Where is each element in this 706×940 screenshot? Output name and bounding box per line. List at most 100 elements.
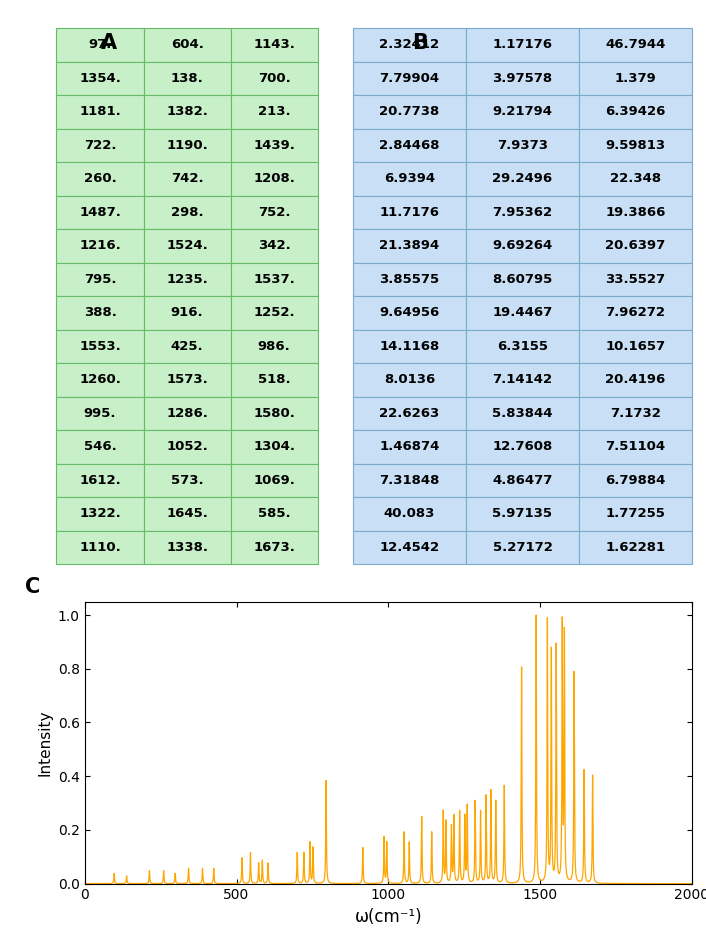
Bar [579,95,692,129]
Text: 5.83844: 5.83844 [492,407,553,420]
Bar [466,62,579,95]
Bar [353,397,466,431]
Text: 213.: 213. [258,105,290,118]
Text: 573.: 573. [171,474,203,487]
Bar [353,463,466,497]
Bar [466,530,579,564]
Bar [143,463,231,497]
Text: 6.9394: 6.9394 [384,172,435,185]
Text: 518.: 518. [258,373,290,386]
Text: 604.: 604. [171,39,203,52]
Bar [353,229,466,262]
Text: 5.27172: 5.27172 [493,540,552,554]
Text: C: C [25,577,40,597]
Text: 1645.: 1645. [166,508,208,520]
Bar [579,163,692,196]
Text: 7.14142: 7.14142 [492,373,553,386]
Text: 752.: 752. [258,206,290,219]
Bar [143,62,231,95]
Bar [143,28,231,62]
Text: 1.46874: 1.46874 [379,440,440,453]
Text: 742.: 742. [171,172,203,185]
Text: 1260.: 1260. [79,373,121,386]
Text: 1612.: 1612. [79,474,121,487]
Bar [466,463,579,497]
Bar [231,296,318,330]
Text: 22.6263: 22.6263 [379,407,440,420]
Text: 12.4542: 12.4542 [379,540,440,554]
Bar [143,397,231,431]
Bar [579,497,692,530]
Bar [56,95,143,129]
Text: 342.: 342. [258,240,291,252]
Text: 260.: 260. [83,172,116,185]
Bar [353,330,466,363]
Text: 546.: 546. [83,440,116,453]
Text: 1573.: 1573. [166,373,208,386]
Text: B: B [412,33,428,53]
Text: 20.4196: 20.4196 [605,373,666,386]
Text: 2.84468: 2.84468 [379,139,440,152]
Bar [231,330,318,363]
Bar [466,28,579,62]
Bar [56,296,143,330]
Bar [579,62,692,95]
Bar [353,530,466,564]
Bar [579,397,692,431]
Text: 1110.: 1110. [79,540,121,554]
Bar [579,431,692,463]
Text: 9.59813: 9.59813 [605,139,666,152]
Text: 6.79884: 6.79884 [605,474,666,487]
Text: 46.7944: 46.7944 [605,39,666,52]
Text: 97.: 97. [88,39,112,52]
Bar [56,196,143,229]
Bar [56,397,143,431]
Bar [466,262,579,296]
Text: 1235.: 1235. [166,273,208,286]
Text: 7.51104: 7.51104 [605,440,666,453]
Text: 986.: 986. [258,340,291,352]
Text: 8.60795: 8.60795 [492,273,553,286]
Bar [353,431,466,463]
Bar [353,163,466,196]
Text: 7.79904: 7.79904 [379,72,440,85]
Text: 1190.: 1190. [166,139,208,152]
Text: 1580.: 1580. [253,407,295,420]
Text: 1354.: 1354. [79,72,121,85]
Bar [231,262,318,296]
Text: 1052.: 1052. [166,440,208,453]
Bar [353,28,466,62]
Bar [231,229,318,262]
Bar [579,229,692,262]
Bar [56,262,143,296]
Text: A: A [102,33,117,53]
Bar [353,296,466,330]
Text: 22.348: 22.348 [610,172,661,185]
Text: 14.1168: 14.1168 [379,340,440,352]
Text: 20.6397: 20.6397 [605,240,666,252]
Text: 1216.: 1216. [79,240,121,252]
Bar [353,363,466,397]
Bar [231,431,318,463]
Bar [466,163,579,196]
Bar [353,129,466,163]
Bar [231,95,318,129]
Text: 1143.: 1143. [253,39,295,52]
Text: 33.5527: 33.5527 [605,273,666,286]
Bar [466,497,579,530]
Text: 1.17176: 1.17176 [493,39,552,52]
Text: 29.2496: 29.2496 [492,172,553,185]
Bar [231,497,318,530]
Text: 722.: 722. [84,139,116,152]
Text: 5.97135: 5.97135 [493,508,552,520]
Text: 8.0136: 8.0136 [384,373,435,386]
Text: 388.: 388. [83,306,116,320]
Bar [143,363,231,397]
Text: 7.1732: 7.1732 [610,407,661,420]
Bar [143,229,231,262]
Bar [231,163,318,196]
Text: 298.: 298. [171,206,203,219]
Text: 6.3155: 6.3155 [497,340,548,352]
Bar [466,397,579,431]
Bar [56,431,143,463]
